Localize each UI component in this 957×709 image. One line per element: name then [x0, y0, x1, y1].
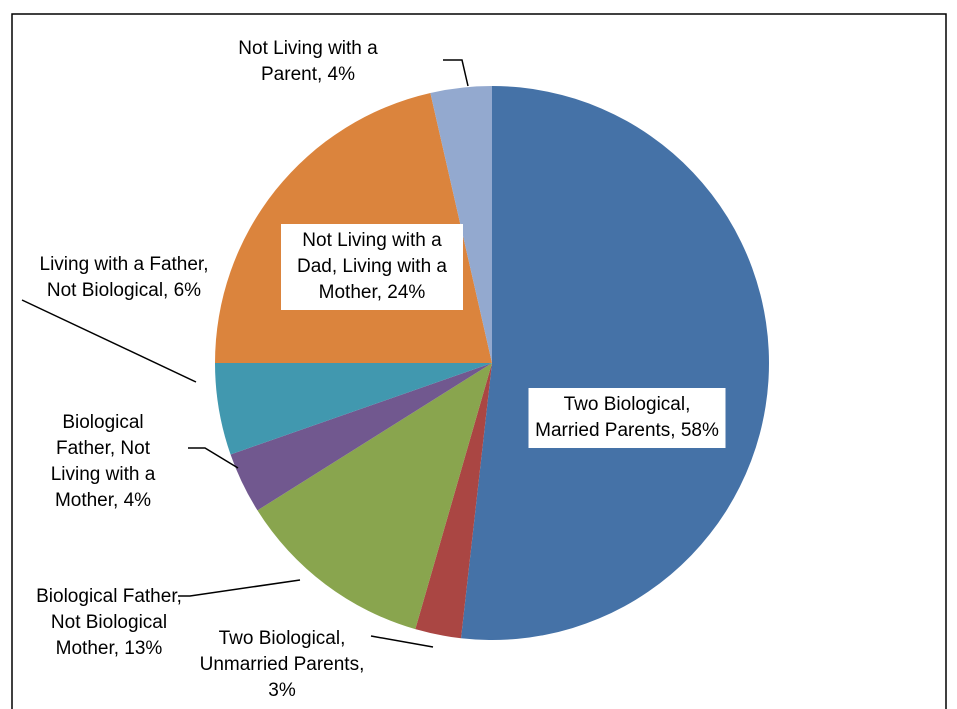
pie-slice: [230, 363, 492, 511]
pie-slice: [460, 86, 769, 641]
chart-border: [11, 13, 947, 709]
data-label: Not Living with a Dad, Living with a Mot…: [281, 224, 463, 310]
data-label: Two Biological, Married Parents, 58%: [528, 388, 726, 448]
leader-line: [21, 299, 197, 383]
data-label: Two Biological, Unmarried Parents, 3%: [199, 628, 365, 701]
pie-slice: [257, 363, 492, 630]
leader-lines: [21, 59, 469, 648]
leader-line: [188, 447, 239, 469]
leader-line: [443, 59, 469, 87]
pie-slice: [215, 363, 492, 455]
pie: [215, 86, 769, 641]
data-label: Living with a Father, Not Biological, 6%: [39, 254, 209, 301]
leader-line: [178, 579, 301, 597]
pie-slice: [415, 363, 492, 639]
leader-line: [370, 635, 434, 648]
data-label: Not Living with a Parent, 4%: [238, 38, 378, 85]
data-label: Biological Father, Not Biological Mother…: [36, 586, 182, 659]
data-label: Biological Father, Not Living with a Mot…: [50, 412, 156, 511]
